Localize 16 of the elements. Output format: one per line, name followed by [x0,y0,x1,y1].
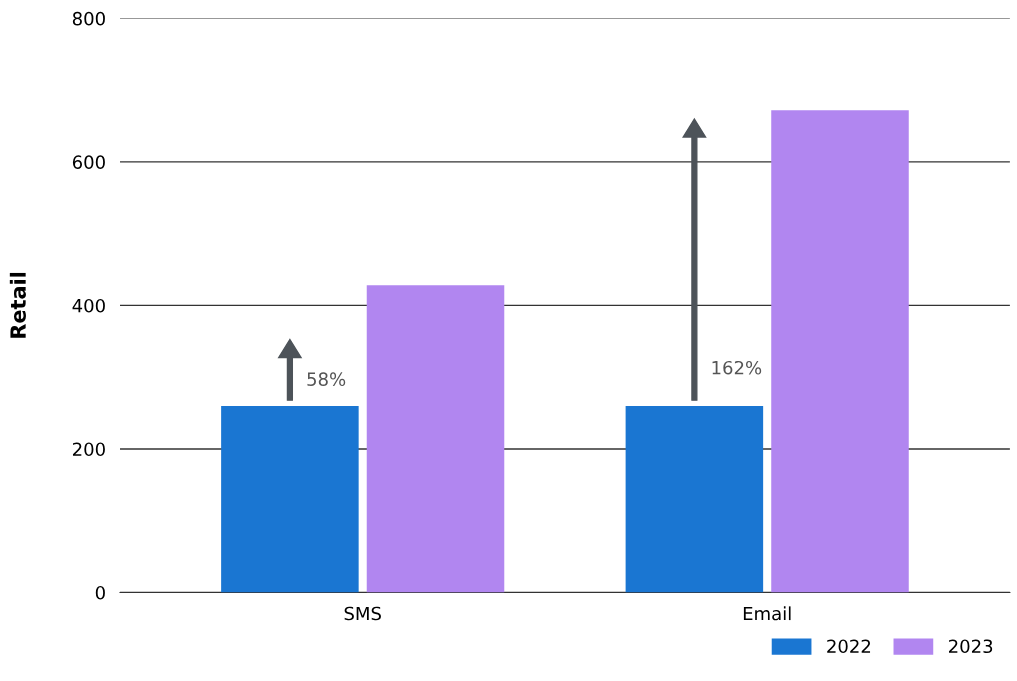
y-tick-label: 200 [72,442,105,457]
annotation: 162% [712,360,762,375]
bar [221,405,359,593]
bar [771,110,909,593]
bar [625,405,764,593]
y-tick-label: 600 [72,155,105,170]
legend-label: 2023 [949,639,993,654]
y-axis-title: Retail [9,272,26,338]
annotation: 58% [307,372,346,387]
y-tick-label: 400 [72,298,105,313]
y-tick-label: 800 [72,11,105,26]
y-tick-label: 0 [95,585,105,600]
legend-label: 2022 [827,639,871,654]
bar [366,285,505,593]
x-tick-label: SMS [344,606,381,621]
x-tick-label: Email [743,606,791,621]
